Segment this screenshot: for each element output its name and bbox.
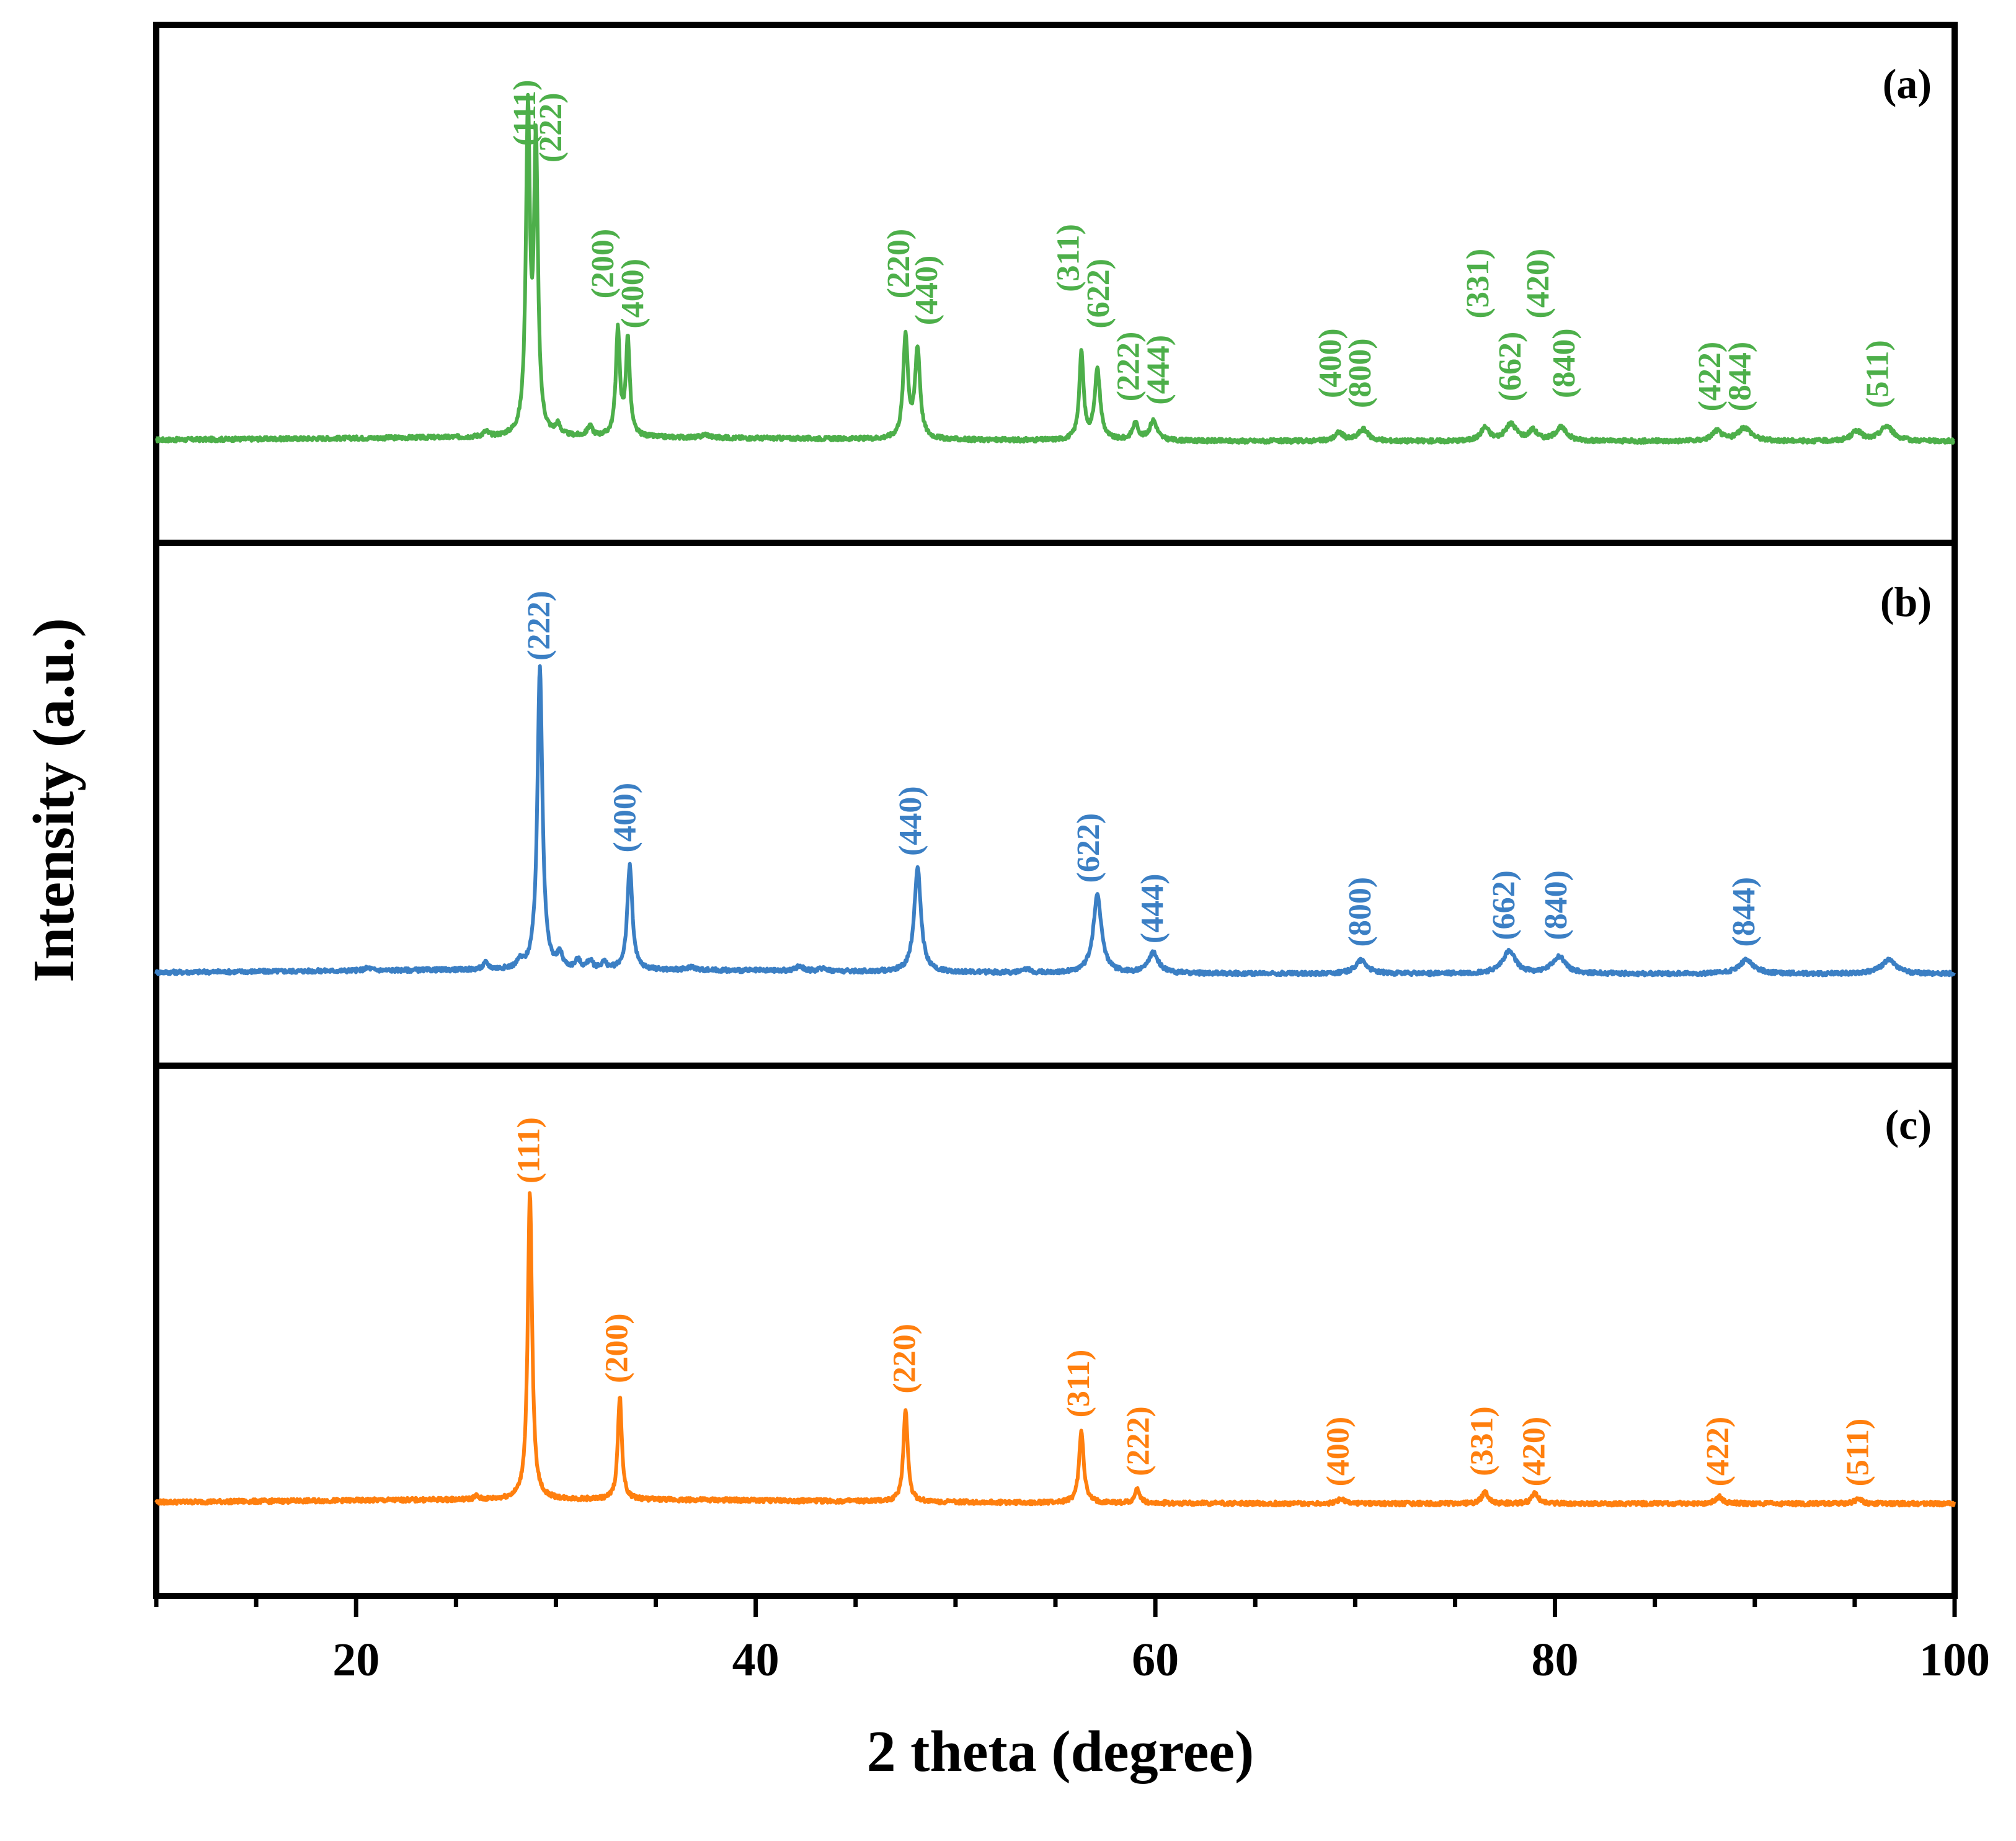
peak-label: (444) — [1141, 335, 1176, 405]
xrd-curve — [154, 1191, 1956, 1508]
peak-label: (800) — [1343, 877, 1378, 947]
panel-frame — [153, 540, 1958, 1069]
panel-a: (111)(222)(200)(400) (220)(440) (311)(622)… — [153, 22, 1958, 546]
x-tick-label: 60 — [1132, 1634, 1179, 1686]
peak-label: (622) — [1081, 259, 1116, 329]
panel-b: (222) (400) (440) (622) (444) (800) (662) (840)… — [153, 540, 1958, 1069]
peak-label: (311) — [1061, 1350, 1096, 1418]
peak-label: (111) — [507, 79, 543, 146]
peak-label: (511) — [1841, 1419, 1876, 1487]
xrd-curve — [155, 92, 1956, 445]
y-axis-label: Intensity (a.u.) — [22, 618, 86, 983]
peak-label: (311) — [1051, 224, 1086, 292]
x-tick-label: 40 — [732, 1634, 779, 1686]
panel-label: (a) — [1883, 60, 1932, 107]
peak-label: (222) — [1121, 1406, 1157, 1476]
peak-label: (222) — [522, 591, 557, 661]
peak-label: (400) — [1321, 1417, 1356, 1487]
xrd-curve — [154, 664, 1956, 978]
x-axis-label: 2 theta (degree) — [867, 1719, 1254, 1784]
peak-label: (400) — [1313, 328, 1348, 398]
peak-label: (222) — [1111, 332, 1146, 402]
peak-label: (200) — [600, 1313, 635, 1383]
peak-label: (111) — [512, 1117, 547, 1184]
peak-label: (331) — [1460, 249, 1496, 319]
peak-label: (511) — [1860, 340, 1896, 408]
panel-label: (b) — [1880, 578, 1932, 625]
peak-label: (422) — [1692, 342, 1728, 412]
peak-label: (840) — [1539, 870, 1574, 940]
peak-label: (844) — [1722, 342, 1757, 412]
peak-label: (622) — [1071, 813, 1106, 883]
peak-label: (420) — [1521, 249, 1556, 319]
peak-label: (440) — [893, 786, 928, 856]
x-tick-label: 20 — [332, 1634, 380, 1686]
peak-label: (331) — [1465, 1406, 1500, 1476]
peak-label: (840) — [1547, 328, 1582, 398]
peak-label: (420) — [1517, 1417, 1552, 1487]
peak-label: (222) — [533, 92, 569, 163]
peak-label: (220) — [887, 1324, 923, 1394]
x-tick-label: 100 — [1919, 1634, 1990, 1686]
x-axis: 20 40 60 80 100 — [154, 1596, 1990, 1686]
peak-label: (800) — [1343, 338, 1378, 408]
peak-label: (422) — [1700, 1417, 1736, 1487]
peak-label: (662) — [1486, 870, 1522, 940]
panel-frame — [153, 1063, 1958, 1599]
peak-label: (400) — [615, 259, 651, 329]
peak-label: (444) — [1135, 873, 1170, 943]
peak-label: (400) — [607, 783, 642, 853]
panel-label: (c) — [1885, 1101, 1932, 1148]
peak-label: (220) — [881, 229, 917, 299]
peak-label: (200) — [585, 229, 621, 299]
x-tick-label: 80 — [1532, 1634, 1579, 1686]
peak-label: (662) — [1493, 332, 1528, 402]
peak-label: (440) — [909, 256, 944, 326]
panel-c: (111) (200) (220) (311) (222) (400) (331) (420)… — [153, 1063, 1958, 1599]
peak-label: (844) — [1726, 877, 1762, 947]
